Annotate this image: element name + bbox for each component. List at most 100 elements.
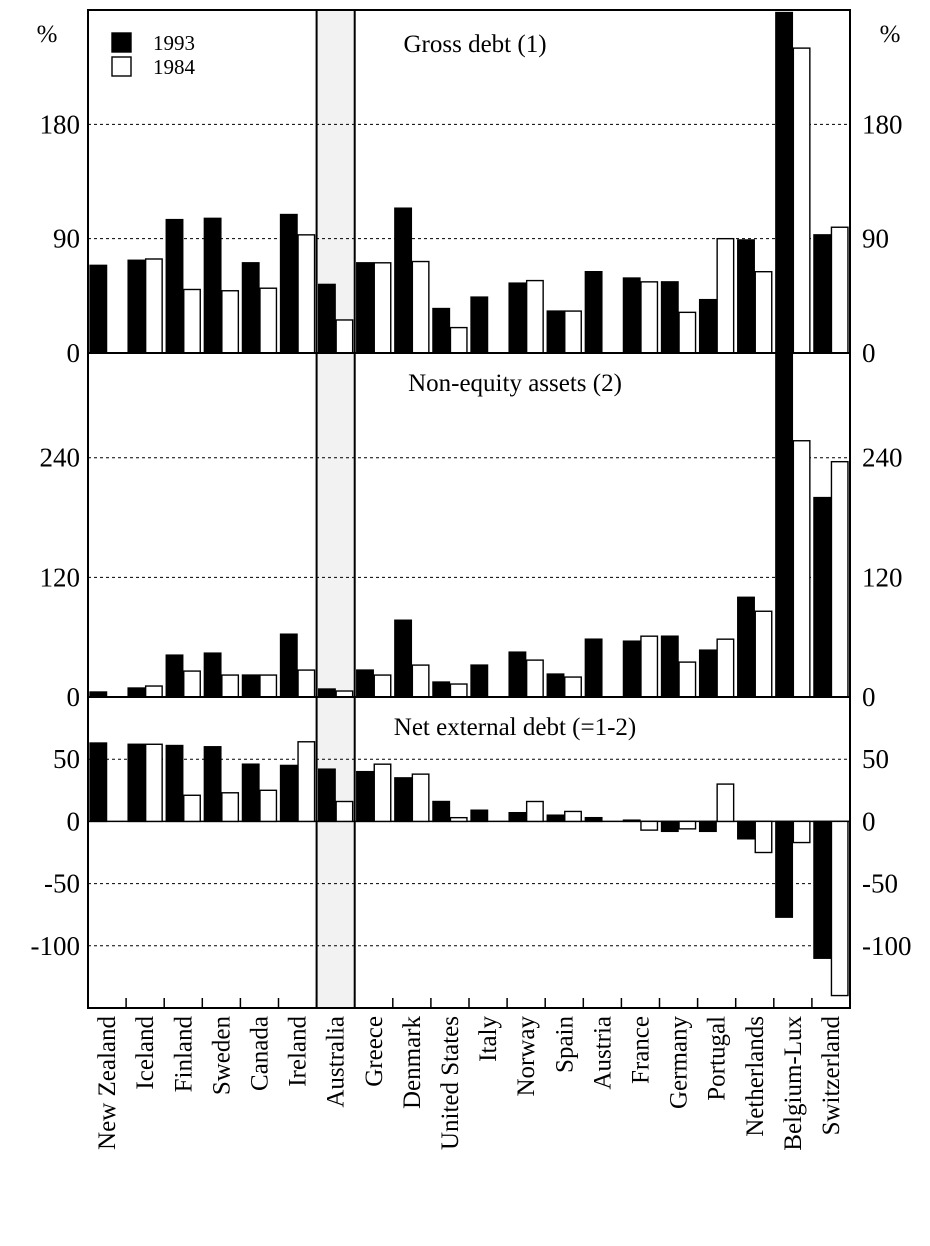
bar-gross-debt-1-1993-belgium-lux	[775, 11, 794, 354]
bar-net-external-debt-1-2-1993-finland	[165, 744, 184, 823]
bar-net-external-debt-1-2-1993-france	[622, 819, 641, 823]
bar-non-equity-assets-2-1984-norway	[525, 659, 544, 698]
bar-non-equity-assets-2-1984-iceland	[144, 685, 163, 698]
y-tick-label-left: 120	[40, 562, 81, 592]
bar-net-external-debt-1-2-1984-united-states	[449, 816, 468, 823]
bar-non-equity-assets-2-1984-canada	[259, 674, 278, 698]
bar-non-equity-assets-2-1993-germany	[660, 635, 679, 698]
bar-net-external-debt-1-2-1984-finland	[183, 794, 201, 823]
y-tick-label-right: 90	[862, 224, 889, 254]
bar-net-external-debt-1-2-1993-germany	[660, 820, 679, 833]
panel-title: Non-equity assets (2)	[408, 370, 622, 397]
bar-gross-debt-1-1984-switzerland	[830, 226, 849, 354]
bar-gross-debt-1-1993-france	[622, 277, 641, 354]
unit-label-left: %	[37, 21, 58, 48]
bar-gross-debt-1-1984-spain	[564, 310, 582, 354]
bar-net-external-debt-1-2-1993-portugal	[698, 820, 717, 833]
x-category-label-united-states: United States	[437, 1016, 464, 1150]
bar-non-equity-assets-2-1993-belgium-lux	[775, 352, 794, 698]
bar-gross-debt-1-1984-sweden	[221, 290, 240, 354]
legend-swatch-1984	[111, 56, 132, 77]
bar-net-external-debt-1-2-1993-greece	[356, 770, 374, 823]
bar-net-external-debt-1-2-1993-belgium-lux	[775, 820, 794, 918]
bar-non-equity-assets-2-1984-finland	[183, 670, 201, 698]
bar-gross-debt-1-1993-denmark	[394, 207, 413, 354]
bar-net-external-debt-1-2-1993-denmark	[394, 777, 413, 823]
bar-net-external-debt-1-2-1984-sweden	[221, 792, 240, 823]
bar-non-equity-assets-2-1984-denmark	[411, 664, 430, 698]
bar-non-equity-assets-2-1993-france	[622, 640, 641, 698]
bar-net-external-debt-1-2-1993-sweden	[203, 746, 222, 823]
bar-gross-debt-1-1984-belgium-lux	[792, 47, 811, 354]
bar-non-equity-assets-2-1993-norway	[508, 651, 527, 698]
y-tick-label-right: -100	[862, 931, 912, 961]
x-category-label-germany: Germany	[666, 1016, 693, 1110]
y-tick-label-left: 90	[53, 224, 80, 254]
panel-title: Gross debt (1)	[403, 31, 546, 58]
unit-label-right: %	[880, 21, 901, 48]
bar-non-equity-assets-2-1993-austria	[584, 638, 603, 698]
y-tick-label-right: 120	[862, 562, 903, 592]
bar-gross-debt-1-1993-canada	[241, 262, 260, 354]
x-category-label-australia: Australia	[323, 1016, 350, 1108]
bar-non-equity-assets-2-1984-ireland	[297, 669, 316, 698]
bar-gross-debt-1-1993-germany	[660, 281, 679, 354]
bar-gross-debt-1-1984-denmark	[411, 260, 430, 354]
bar-net-external-debt-1-2-1993-australia	[317, 768, 336, 823]
bar-non-equity-assets-2-1993-ireland	[279, 633, 298, 698]
y-tick-label-left: 180	[40, 109, 81, 139]
bar-net-external-debt-1-2-1993-united-states	[432, 800, 451, 823]
bar-gross-debt-1-1984-finland	[183, 288, 201, 354]
x-category-label-switzerland: Switzerland	[818, 1016, 845, 1136]
bar-gross-debt-1-1993-finland	[165, 218, 184, 354]
bar-non-equity-assets-2-1993-australia	[317, 688, 336, 698]
bar-net-external-debt-1-2-1984-belgium-lux	[792, 820, 811, 844]
bar-net-external-debt-1-2-1993-new-zealand	[89, 742, 108, 823]
bar-non-equity-assets-2-1984-switzerland	[830, 460, 849, 698]
bar-net-external-debt-1-2-1984-norway	[525, 800, 544, 823]
bar-net-external-debt-1-2-1993-norway	[508, 811, 527, 823]
bar-net-external-debt-1-2-1993-netherlands	[737, 820, 755, 840]
bar-net-external-debt-1-2-1984-australia	[335, 800, 354, 823]
x-category-label-canada: Canada	[246, 1016, 273, 1091]
bar-gross-debt-1-1984-france	[640, 281, 659, 354]
bar-non-equity-assets-2-1984-germany	[678, 661, 697, 698]
bar-non-equity-assets-2-1984-belgium-lux	[792, 440, 811, 698]
bar-net-external-debt-1-2-1993-ireland	[279, 764, 298, 823]
bar-non-equity-assets-2-1993-finland	[165, 654, 184, 698]
bar-non-equity-assets-2-1984-netherlands	[754, 610, 773, 698]
bar-non-equity-assets-2-1984-united-states	[449, 683, 468, 698]
bar-non-equity-assets-2-1984-spain	[564, 676, 582, 698]
bar-gross-debt-1-1984-united-states	[449, 326, 468, 354]
bar-gross-debt-1-1993-switzerland	[813, 234, 832, 354]
bar-net-external-debt-1-2-1984-portugal	[716, 783, 735, 823]
y-tick-label-left: -100	[31, 931, 81, 961]
bar-gross-debt-1-1993-united-states	[432, 307, 451, 354]
bar-non-equity-assets-2-1993-portugal	[698, 649, 717, 698]
bar-non-equity-assets-2-1984-sweden	[221, 674, 240, 698]
bar-non-equity-assets-2-1993-spain	[546, 673, 565, 698]
bar-net-external-debt-1-2-1984-spain	[564, 810, 582, 823]
bar-net-external-debt-1-2-1984-iceland	[144, 743, 163, 823]
x-category-label-norway: Norway	[513, 1016, 540, 1097]
bar-net-external-debt-1-2-1984-france	[640, 820, 659, 831]
plot-frame	[87, 9, 851, 1009]
y-tick-label-left: -50	[44, 869, 80, 899]
bar-net-external-debt-1-2-1984-greece	[373, 763, 392, 823]
bar-net-external-debt-1-2-1984-switzerland	[830, 820, 849, 997]
x-category-label-italy: Italy	[475, 1016, 502, 1062]
bar-net-external-debt-1-2-1993-spain	[546, 814, 565, 823]
y-tick-label-right: -50	[862, 869, 898, 899]
y-tick-label-right: 0	[862, 806, 876, 836]
bar-non-equity-assets-2-1993-greece	[356, 669, 374, 698]
panel-title: Net external debt (=1-2)	[394, 714, 636, 741]
x-category-label-austria: Austria	[589, 1016, 616, 1090]
bar-gross-debt-1-1984-germany	[678, 311, 697, 354]
x-category-label-portugal: Portugal	[704, 1016, 731, 1101]
bar-gross-debt-1-1993-ireland	[279, 213, 298, 354]
bar-net-external-debt-1-2-1993-canada	[241, 763, 260, 823]
y-tick-label-right: 0	[862, 338, 876, 368]
y-tick-label-left: 0	[67, 338, 81, 368]
bar-gross-debt-1-1984-australia	[335, 319, 354, 354]
